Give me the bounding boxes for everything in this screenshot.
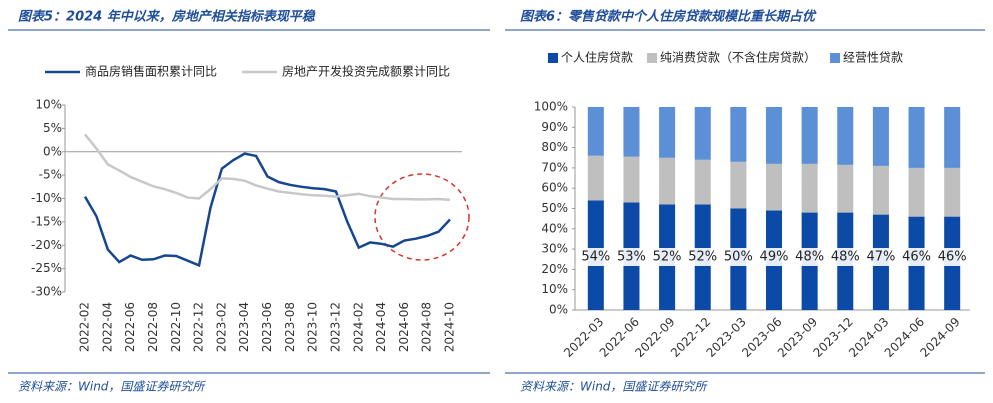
bar-segment <box>623 156 640 203</box>
legend-label: 经营性贷款 <box>843 51 903 65</box>
legend-swatch <box>830 53 841 63</box>
data-label: 52% <box>653 250 682 265</box>
bar-segment <box>587 155 604 201</box>
x-tick-label: 2023-10 <box>306 302 320 352</box>
bar-segment <box>694 107 711 160</box>
data-label-bg <box>935 248 970 266</box>
y-tick-label: 20% <box>541 262 568 276</box>
x-tick-label: 2024-02 <box>351 302 365 352</box>
y-tick-label: 0% <box>549 303 568 317</box>
chart-title: 图表5：2024 年中以来，房地产相关指标表现平稳 <box>18 9 316 25</box>
x-tick-label: 2022-04 <box>100 302 114 352</box>
x-tick-label: 2022-06 <box>123 302 137 352</box>
x-tick-label: 2024-08 <box>420 302 434 352</box>
highlight-circle <box>374 173 470 261</box>
bar-segment <box>801 107 818 164</box>
x-tick-label: 2022-10 <box>169 302 183 352</box>
x-tick-label: 2023-02 <box>214 302 228 352</box>
y-tick-label: 10% <box>35 98 62 112</box>
data-label: 50% <box>724 250 753 265</box>
y-tick-label: -10% <box>31 191 62 205</box>
legend-label: 商品房销售面积累计同比 <box>85 64 217 79</box>
source-note: 资料来源：Wind，国盛证券研究所 <box>18 380 206 394</box>
legend-swatch <box>548 53 558 63</box>
y-tick-label: 60% <box>541 181 568 195</box>
bar-segment <box>837 164 854 213</box>
bar-segment <box>765 163 783 211</box>
x-tick-label: 2022-12 <box>192 302 206 352</box>
bar-segment <box>659 157 676 205</box>
bar-segment <box>944 167 961 217</box>
y-tick-label: -5% <box>39 168 62 182</box>
bar-segment <box>659 107 676 158</box>
x-tick-label: 2022-02 <box>78 302 92 352</box>
x-tick-label: 2024-06 <box>397 302 411 352</box>
data-label: 46% <box>902 250 931 265</box>
y-tick-label: 30% <box>541 242 568 256</box>
bar-segment <box>908 167 925 217</box>
x-tick-label: 2024-10 <box>443 302 457 352</box>
y-tick-label: 0% <box>43 144 62 158</box>
bar-segment <box>801 163 818 213</box>
bar-segment <box>587 107 604 156</box>
y-tick-label: -15% <box>31 214 62 228</box>
data-label: 47% <box>866 250 895 265</box>
data-label-bg <box>757 248 791 266</box>
data-label-bg <box>614 248 649 266</box>
data-label: 48% <box>831 250 860 265</box>
data-label: 54% <box>581 250 610 265</box>
data-label-bg <box>721 248 756 266</box>
y-tick-label: 50% <box>541 201 568 215</box>
y-tick-label: 70% <box>541 160 568 174</box>
bar-segment <box>908 107 925 168</box>
data-label: 53% <box>617 250 646 265</box>
x-tick-label: 2023-06 <box>260 302 274 352</box>
bar-segment <box>694 159 711 205</box>
data-label: 46% <box>938 250 967 265</box>
bar-segment <box>765 107 783 164</box>
data-label-bg <box>792 248 827 266</box>
legend-label: 房地产开发投资完成额累计同比 <box>282 64 450 79</box>
bar-segment <box>872 107 889 166</box>
y-tick-label: 90% <box>541 120 568 134</box>
x-tick-label: 2023-12 <box>328 302 342 352</box>
data-label-bg <box>828 248 863 266</box>
data-label-bg <box>899 248 934 266</box>
x-tick-label: 2023-04 <box>237 302 251 352</box>
legend-label: 个人住房贷款 <box>561 50 633 65</box>
legend-swatch <box>647 53 658 63</box>
x-tick-label: 2024-04 <box>374 302 388 352</box>
x-tick-label: 2024-09 <box>917 315 962 360</box>
y-tick-label: -20% <box>31 238 62 252</box>
line-series <box>84 133 451 202</box>
bar-segment <box>730 107 747 162</box>
data-label: 49% <box>760 250 789 265</box>
bar-segment <box>730 161 747 209</box>
bar-segment <box>837 107 854 165</box>
chart-title: 图表6：零售贷款中个人住房贷款规模比重长期占优 <box>520 9 817 25</box>
line-series <box>83 152 451 268</box>
data-label-bg <box>863 248 898 266</box>
data-label: 48% <box>795 250 824 265</box>
x-tick-label: 2023-08 <box>283 302 297 352</box>
bar-segment <box>872 165 889 215</box>
y-tick-label: 80% <box>541 140 568 154</box>
y-tick-label: 100% <box>534 100 568 114</box>
y-tick-label: -25% <box>31 261 62 275</box>
y-tick-label: 40% <box>541 221 568 235</box>
data-label-bg <box>578 248 613 266</box>
source-note: 资料来源：Wind，国盛证券研究所 <box>520 380 708 394</box>
y-tick-label: 10% <box>541 282 568 296</box>
bar-segment <box>944 107 961 168</box>
data-label-bg <box>650 248 685 266</box>
y-tick-label: -30% <box>31 285 62 299</box>
legend-label: 纯消费贷款（不含住房贷款） <box>660 50 816 65</box>
bar-segment <box>623 107 640 157</box>
data-label-bg <box>685 248 720 266</box>
y-tick-label: 5% <box>43 121 62 135</box>
data-label: 52% <box>688 250 717 265</box>
x-tick-label: 2022-08 <box>146 302 160 352</box>
